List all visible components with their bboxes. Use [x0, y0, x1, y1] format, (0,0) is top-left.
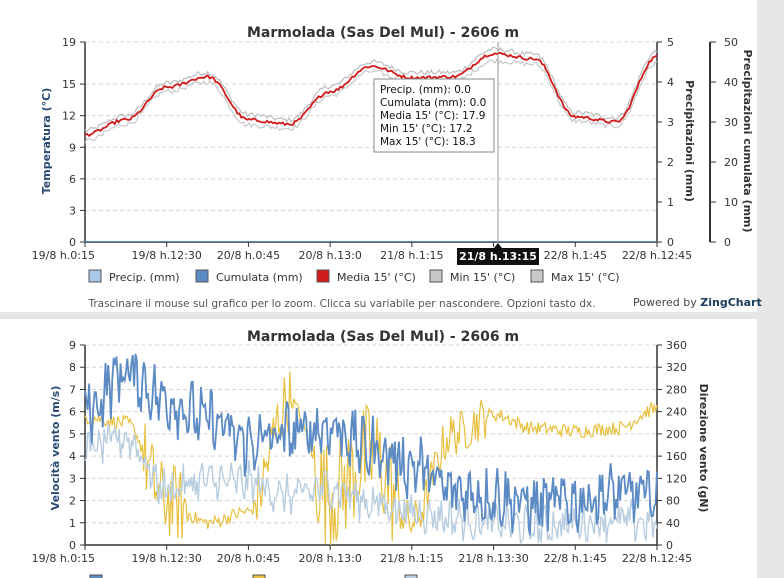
crosshair-pointer [494, 243, 502, 248]
y-right-tick-label: 160 [666, 450, 687, 463]
crosshair-label-box [457, 248, 539, 265]
series-max-15 [84, 46, 658, 133]
crosshair-label: 21/8 h.13:15 [459, 250, 537, 263]
x-tick-label: 20/8 h.13:0 [298, 249, 361, 262]
y-right2-axis-title: Precipitazioni cumulata (mm) [741, 49, 754, 232]
zoom-hint: Trascinare il mouse sul grafico per lo z… [87, 298, 595, 310]
chart-title: Marmolada (Sas Del Mul) - 2606 m [247, 25, 519, 41]
y-right-tick-label: 80 [666, 495, 680, 508]
y-left-axis-title: Velocità vento (m/s) [49, 386, 62, 511]
y-right-tick-label: 200 [666, 428, 687, 441]
x-tick-label: 22/8 h.1:45 [544, 552, 607, 565]
x-tick-label: 20/8 h.0:45 [217, 552, 280, 565]
y-left-tick-label: 2 [69, 495, 76, 508]
series-media-15 [84, 51, 658, 137]
x-tick-label: 19/8 h.12:30 [132, 249, 202, 262]
y-right-tick-label: 120 [666, 472, 687, 485]
legend-item-max[interactable]: Max 15' (°C) [530, 269, 620, 284]
tooltip-line: Precip. (mm): 0.0 [380, 84, 471, 96]
x-tick-label: 21/8 h.1:15 [380, 249, 443, 262]
y-right-tick-label: 40 [666, 517, 680, 530]
y-left-tick-label: 6 [69, 406, 76, 419]
x-tick-label: 19/8 h.0:15 [32, 552, 95, 565]
tooltip-line: Min 15' (°C): 17.2 [380, 123, 473, 135]
tooltip: Precip. (mm): 0.0 Cumulata (mm): 0.0 Med… [373, 78, 495, 153]
y-right2-tick-label: 10 [724, 196, 738, 209]
x-tick-label: 22/8 h.1:45 [544, 249, 607, 262]
y-left-tick-label: 6 [69, 173, 76, 186]
legend-item-min[interactable]: Min 15' (°C) [429, 269, 515, 284]
legend-item-precip[interactable]: Precip. (mm) [88, 269, 180, 284]
y-right2-tick-label: 20 [724, 156, 738, 169]
y-right2-tick-label: 0 [724, 236, 731, 249]
series-vento-medio [84, 424, 658, 546]
legend-item-cumulata[interactable]: Cumulata (mm) [195, 269, 303, 284]
y-left-tick-label: 12 [62, 110, 76, 123]
chart-background [0, 0, 757, 312]
y-right-tick-label: 5 [667, 36, 674, 49]
zingchart-brand: ZingChart [700, 296, 761, 309]
legend-label: Max 15' (°C) [551, 271, 620, 284]
powered-by[interactable]: Powered by ZingChart [633, 296, 762, 309]
y-left-tick-label: 7 [69, 383, 76, 396]
tooltip-line: Media 15' (°C): 17.9 [380, 110, 486, 122]
legend [89, 574, 418, 578]
tooltip-line: Max 15' (°C): 18.3 [380, 136, 476, 148]
y-left-tick-label: 3 [69, 204, 76, 217]
y-left-tick-label: 3 [69, 472, 76, 485]
y-right-tick-label: 360 [666, 339, 687, 352]
x-tick-label: 22/8 h.12:45 [622, 249, 692, 262]
y-left-tick-label: 4 [69, 450, 76, 463]
y-right-tick-label: 280 [666, 383, 687, 396]
chart-title: Marmolada (Sas Del Mul) - 2606 m [247, 329, 519, 345]
legend-item-media[interactable]: Media 15' (°C) [316, 269, 416, 284]
y-right-tick-label: 0 [666, 539, 673, 552]
x-tick-label: 20/8 h.13:0 [298, 552, 361, 565]
y-right-axis-title: Precipitazioni (mm) [683, 80, 696, 202]
y-left-tick-label: 15 [62, 78, 76, 91]
y-left-axis-title: Temperatura (°C) [40, 88, 53, 195]
y-right2-tick-label: 50 [724, 36, 738, 49]
y-right-tick-label: 3 [667, 116, 674, 129]
y-right-tick-label: 2 [667, 156, 674, 169]
legend-label: Cumulata (mm) [216, 271, 303, 284]
series-direzione-vento [84, 371, 658, 546]
y-left-tick-label: 8 [69, 361, 76, 374]
tooltip-line: Cumulata (mm): 0.0 [380, 97, 486, 109]
y-right2-tick-label: 40 [724, 76, 738, 89]
y-left-tick-label: 9 [69, 339, 76, 352]
legend-label: Min 15' (°C) [450, 271, 515, 284]
y-right-tick-label: 320 [666, 361, 687, 374]
x-tick-label: 21/8 h.1:15 [380, 552, 443, 565]
y-right-tick-label: 240 [666, 406, 687, 419]
wind-chart[interactable]: Marmolada (Sas Del Mul) - 2606 m 0 1 2 3 4 5 6… [0, 319, 784, 578]
y-right-axis-title: Direzione vento (gN) [697, 384, 710, 513]
temperature-precipitation-chart[interactable]: Marmolada (Sas Del Mul) - 2606 m 0369121… [0, 0, 784, 312]
y-right2-tick-label: 30 [724, 116, 738, 129]
x-tick-label: 21/8 h.13:30 [458, 552, 528, 565]
legend: Precip. (mm) Cumulata (mm) Media 15' (°C… [88, 269, 620, 284]
x-tick-label: 19/8 h.0:15 [32, 249, 95, 262]
y-left-tick-label: 1 [69, 517, 76, 530]
y-left-tick-label: 5 [69, 428, 76, 441]
y-left-tick-label: 19 [62, 36, 76, 49]
y-left-tick-label: 0 [69, 539, 76, 552]
x-tick-label: 19/8 h.12:30 [132, 552, 202, 565]
legend-label: Precip. (mm) [109, 271, 180, 284]
legend-label: Media 15' (°C) [337, 271, 416, 284]
y-right-tick-label: 1 [667, 196, 674, 209]
series-min-15 [84, 58, 658, 144]
y-left-tick-label: 0 [69, 236, 76, 249]
y-right-tick-label: 4 [667, 76, 674, 89]
x-tick-label: 20/8 h.0:45 [217, 249, 280, 262]
x-tick-label: 22/8 h.12:45 [622, 552, 692, 565]
y-left-tick-label: 9 [69, 141, 76, 154]
y-right-tick-label: 0 [667, 236, 674, 249]
series-velocita-vento [84, 353, 658, 536]
